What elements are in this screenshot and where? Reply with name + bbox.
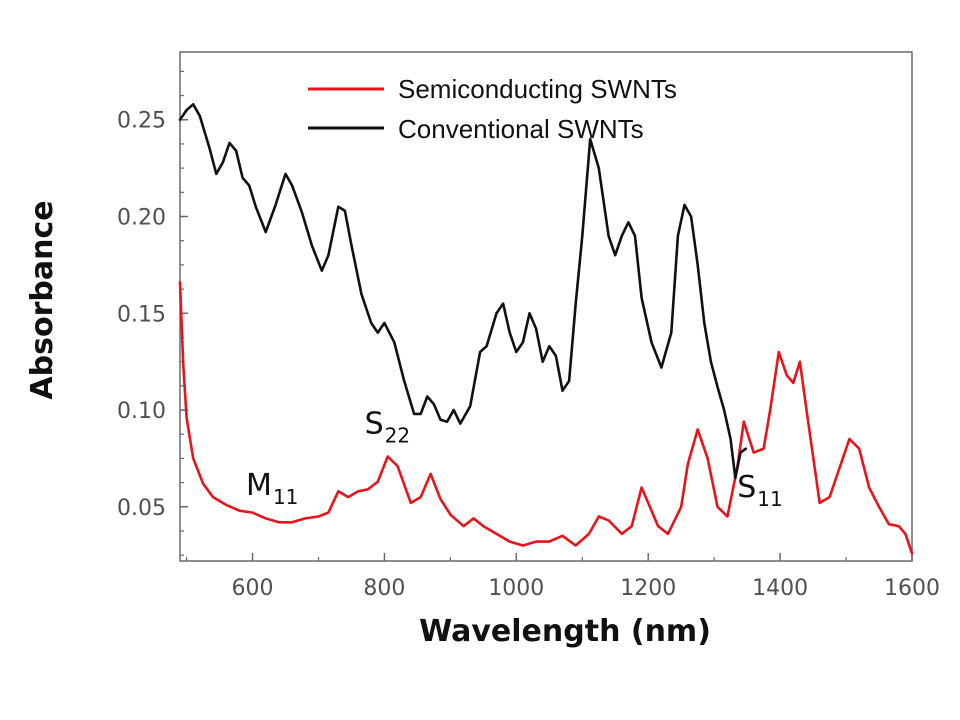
legend: Semiconducting SWNTs Conventional SWNTs bbox=[308, 74, 677, 144]
x-tick-label: 1400 bbox=[752, 576, 808, 601]
peak-label: M bbox=[246, 468, 272, 503]
x-tick-label: 1600 bbox=[884, 576, 940, 601]
y-tick-label: 0.15 bbox=[117, 302, 166, 327]
y-tick-label: 0.20 bbox=[117, 206, 166, 231]
peak-label: S bbox=[737, 470, 756, 505]
y-tick-label: 0.05 bbox=[117, 496, 166, 521]
peak-label-subscript: 22 bbox=[385, 423, 410, 447]
legend-label-conventional: Conventional SWNTs bbox=[398, 114, 644, 144]
x-tick-label: 800 bbox=[363, 576, 405, 601]
series-line-semiconducting bbox=[178, 280, 914, 555]
y-tick-label: 0.10 bbox=[117, 399, 166, 424]
peak-label-subscript: 11 bbox=[273, 485, 298, 509]
series-layer bbox=[178, 103, 914, 555]
x-tick-label: 1200 bbox=[620, 576, 676, 601]
peak-label: S bbox=[365, 406, 384, 441]
peak-label-subscript: 11 bbox=[757, 487, 782, 511]
axis-ticks: 600 800 1000 1200 1400 1600 0.05 0.10 0.15 0.20 0.… bbox=[117, 70, 940, 601]
peak-annotations: M 11S 22S 11 bbox=[246, 406, 783, 511]
y-axis-title: Absorbance bbox=[25, 200, 60, 399]
x-tick-label: 600 bbox=[232, 576, 274, 601]
x-tick-label: 1000 bbox=[488, 576, 544, 601]
y-tick-label: 0.25 bbox=[117, 109, 166, 134]
legend-label-semiconducting: Semiconducting SWNTs bbox=[398, 74, 677, 104]
series-line-conventional bbox=[178, 103, 748, 480]
x-axis-title: Wavelength (nm) bbox=[419, 614, 711, 649]
